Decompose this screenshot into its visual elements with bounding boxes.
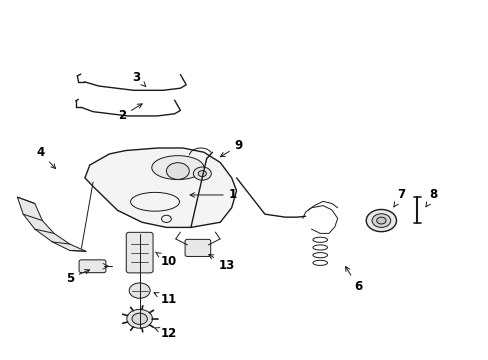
Text: 10: 10 [155,252,177,267]
Circle shape [132,313,147,324]
Text: 1: 1 [190,188,236,202]
Polygon shape [17,197,86,251]
Circle shape [371,214,390,228]
Circle shape [193,167,211,180]
Polygon shape [85,148,236,228]
Circle shape [366,210,396,232]
FancyBboxPatch shape [79,260,106,273]
Circle shape [198,171,206,177]
FancyBboxPatch shape [126,232,153,273]
Ellipse shape [151,156,203,180]
FancyBboxPatch shape [185,239,210,256]
Text: 11: 11 [154,293,177,306]
Circle shape [129,283,150,298]
Text: 2: 2 [118,104,142,122]
Circle shape [126,309,152,328]
Text: 4: 4 [37,146,56,168]
Circle shape [166,163,189,179]
Text: 9: 9 [220,139,243,157]
Text: 3: 3 [132,71,145,86]
Text: 12: 12 [155,327,177,340]
Text: 7: 7 [393,188,405,207]
Text: 13: 13 [208,255,235,272]
Text: 6: 6 [345,266,362,293]
Circle shape [376,217,385,224]
Text: 5: 5 [65,270,89,285]
Text: 8: 8 [425,188,437,207]
